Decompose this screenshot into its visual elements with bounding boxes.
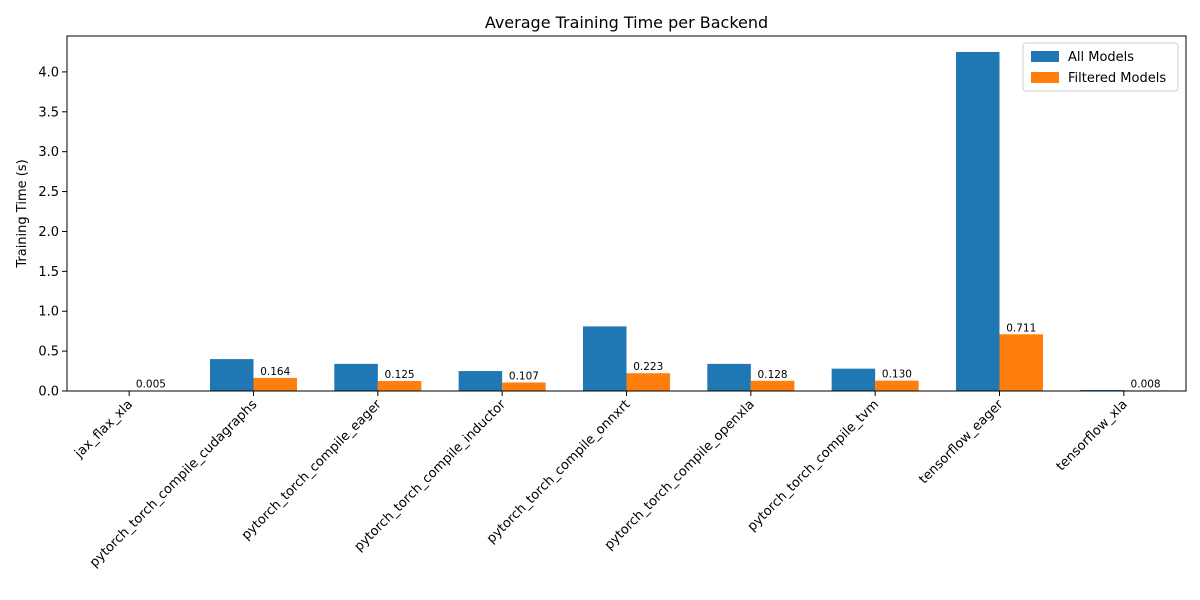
legend-swatch [1031, 51, 1059, 62]
legend-label: Filtered Models [1068, 71, 1166, 86]
x-axis: jax_flax_xlapytorch_torch_compile_cudagr… [71, 391, 1131, 571]
x-tick-label: pytorch_torch_compile_inductor [352, 397, 510, 555]
bar-value-label: 0.125 [385, 369, 415, 381]
y-tick-label: 4.0 [38, 65, 59, 80]
legend-box [1022, 42, 1179, 92]
y-tick-label: 0.0 [38, 385, 59, 400]
bar-all-models [707, 363, 751, 391]
bar-all-models [955, 51, 1000, 392]
bar-labels-group: 0.005 0.164 0.125 0.107 0.223 0.128 0.130 0.711… [136, 322, 1161, 390]
bar-all-models [582, 326, 627, 391]
bar-value-label: 0.164 [260, 366, 290, 378]
plot-frame [66, 35, 1187, 392]
bar-filtered-models [999, 334, 1044, 391]
y-tick-label: 2.0 [38, 225, 59, 240]
y-tick-label: 1.0 [38, 305, 59, 320]
legend-label: All Models [1068, 50, 1134, 65]
bar-value-label: 0.711 [1006, 322, 1036, 334]
bar-value-label: 0.005 [136, 379, 166, 391]
y-tick-label: 1.5 [38, 265, 59, 280]
y-axis: 0.0 0.5 1.0 1.5 2.0 2.5 3.0 3.5 4.0 [38, 65, 67, 400]
y-tick-label: 2.5 [38, 185, 59, 200]
bar-filtered-models [377, 381, 422, 391]
bar-value-label: 0.223 [633, 361, 663, 373]
x-tick-label: pytorch_torch_compile_openxla [602, 397, 758, 553]
bar-filtered-models [626, 373, 671, 391]
bar-value-label: 0.128 [758, 369, 788, 381]
bar-value-label: 0.008 [1131, 378, 1161, 390]
bar-value-label: 0.107 [509, 370, 539, 382]
bar-filtered-models [253, 377, 298, 391]
chart-title: Average Training Time per Backend [485, 13, 768, 32]
bar-all-models [209, 359, 254, 391]
x-tick-label: pytorch_torch_compile_tvm [745, 397, 882, 534]
bar-all-models [458, 371, 503, 391]
bar-filtered-models [750, 380, 795, 391]
bar-all-models [334, 363, 378, 391]
y-tick-label: 3.0 [38, 145, 59, 160]
bar-filtered-models [875, 380, 919, 391]
bars-group [129, 51, 1168, 392]
legend-swatch [1031, 72, 1059, 83]
y-axis-label: Training Time (s) [15, 159, 30, 268]
x-tick-label: jax_flax_xla [71, 397, 136, 462]
x-tick-label: tensorflow_eager [916, 397, 1006, 487]
x-tick-label: pytorch_torch_compile_onnxrt [484, 397, 633, 546]
bar-value-label: 0.130 [882, 369, 912, 381]
bar-all-models [831, 368, 876, 391]
y-tick-label: 0.5 [38, 345, 59, 360]
legend: All Models Filtered Models [1022, 42, 1179, 92]
x-tick-label: pytorch_torch_compile_eager [239, 397, 385, 543]
x-tick-label: tensorflow_xla [1054, 397, 1131, 474]
y-tick-label: 3.5 [38, 105, 59, 120]
bar-filtered-models [502, 382, 546, 391]
